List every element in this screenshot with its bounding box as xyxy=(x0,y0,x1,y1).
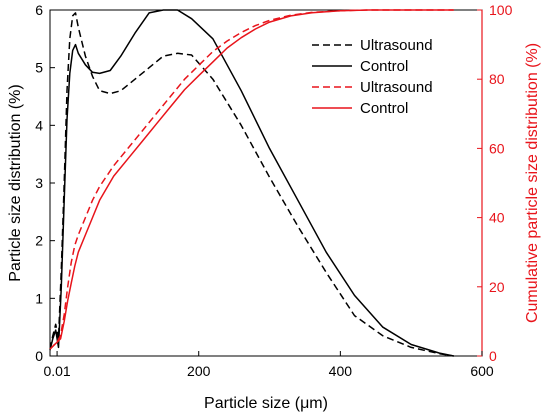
y-tick-label-left: 6 xyxy=(35,2,43,18)
y-tick-label-left: 4 xyxy=(35,117,43,133)
x-tick-label: 600 xyxy=(470,363,494,379)
legend: Ultrasound Control Ultrasound Control xyxy=(312,37,433,117)
y-tick-label-right: 20 xyxy=(489,279,505,295)
y-tick-label-right: 40 xyxy=(489,210,505,226)
x-axis-title: Particle size (μm) xyxy=(204,395,328,412)
legend-label: Control xyxy=(360,100,408,117)
y-tick-label-right: 60 xyxy=(489,140,505,156)
series-line-4 xyxy=(49,9,454,350)
legend-label: Ultrasound xyxy=(360,79,433,96)
y-tick-label-left: 1 xyxy=(35,290,43,306)
legend-label: Ultrasound xyxy=(360,37,433,54)
y-axis-title-right: Cumulative particle size distribution (%… xyxy=(524,43,541,323)
y-tick-label-right: 100 xyxy=(489,2,513,18)
legend-label: Control xyxy=(360,58,408,75)
plot-frame xyxy=(49,9,483,357)
series-line-2 xyxy=(49,9,454,357)
y-axis-title-left: Particle size distribution (%) xyxy=(7,84,24,281)
y-tick-label-right: 0 xyxy=(489,348,497,364)
y-tick-label-left: 2 xyxy=(35,233,43,249)
series-layer xyxy=(49,9,454,357)
x-tick-label: 200 xyxy=(187,363,211,379)
x-tick-label: 400 xyxy=(329,363,353,379)
y-tick-label-left: 0 xyxy=(35,348,43,364)
x-tick-label: 0.01 xyxy=(43,363,70,379)
y-tick-label-right: 80 xyxy=(489,71,505,87)
y-tick-label-left: 5 xyxy=(35,60,43,76)
y-tick-label-left: 3 xyxy=(35,175,43,191)
